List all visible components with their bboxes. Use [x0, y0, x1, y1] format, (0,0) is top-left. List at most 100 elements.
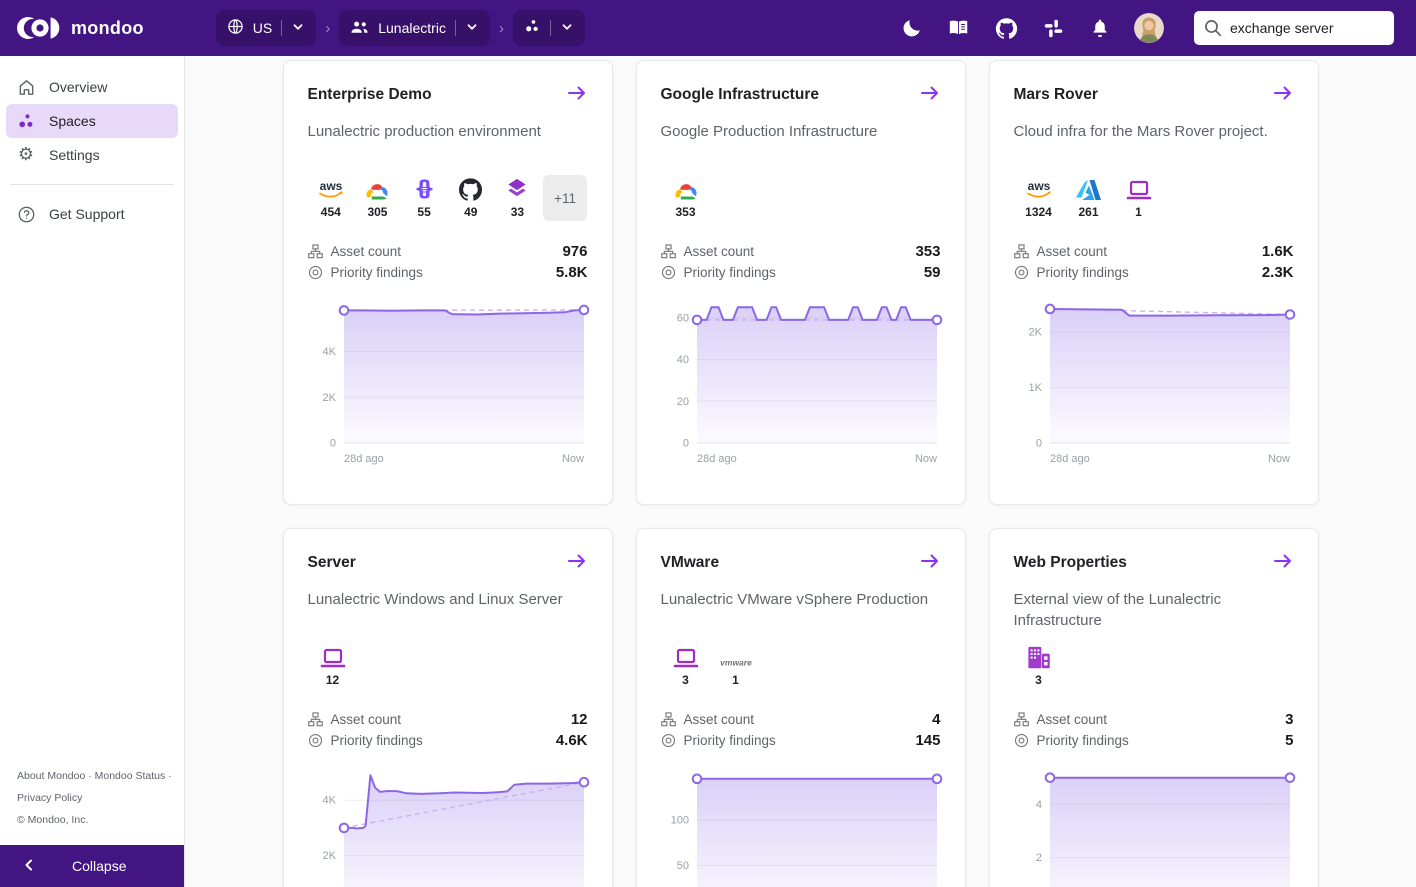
laptop-icon [1124, 175, 1154, 202]
integration-count: 305 [367, 205, 388, 219]
breadcrumb-separator: › [325, 19, 331, 37]
chevron-down-icon[interactable] [291, 20, 305, 37]
chevron-down-icon[interactable] [465, 20, 479, 37]
svg-text:50: 50 [676, 860, 688, 872]
arrow-right-icon[interactable] [1272, 83, 1294, 108]
organization-selector[interactable]: Lunalectric [339, 10, 490, 46]
priority-findings-value: 2.3K [1261, 264, 1294, 281]
integration-layers: 33 [494, 175, 541, 219]
priority-findings-value: 5 [1285, 732, 1294, 749]
topbar-actions [899, 11, 1394, 45]
gcp-icon [362, 175, 392, 202]
home-icon [16, 78, 36, 97]
integration-count: 3 [682, 673, 689, 687]
asset-count-label: Asset count [1036, 712, 1108, 727]
people-icon [350, 19, 369, 38]
footer-links-line2[interactable]: Privacy Policy [17, 791, 83, 804]
collapse-label: Collapse [72, 858, 127, 874]
priority-findings-value: 59 [923, 264, 941, 281]
integrations-row: 3 vmware 1 [661, 643, 941, 695]
card-description: Lunalectric Windows and Linux Server [307, 591, 563, 608]
spaces-dots-icon [16, 112, 36, 131]
region-label: US [252, 20, 273, 36]
notifications-bell-icon[interactable] [1087, 15, 1113, 41]
svg-text:4K: 4K [322, 346, 336, 358]
arrow-right-icon[interactable] [566, 83, 588, 108]
docs-book-icon[interactable] [946, 15, 972, 41]
priority-findings-row: Priority findings 5 [1014, 730, 1294, 751]
space-selector[interactable] [512, 10, 585, 46]
organization-label: Lunalectric [378, 20, 446, 36]
card-stats: Asset count 1.6K Priority findings 2.3K [1013, 241, 1294, 283]
priority-findings-target-icon [661, 733, 676, 748]
collapse-sidebar-button[interactable]: Collapse [0, 845, 184, 887]
space-card[interactable]: Google Infrastructure Google Production … [635, 60, 966, 505]
integration-azure: 261 [1064, 175, 1114, 219]
integration-github: 49 [447, 175, 494, 219]
space-card[interactable]: Mars Rover Cloud infra for the Mars Rove… [988, 60, 1319, 505]
integration-aws: aws 454 [308, 175, 355, 219]
slack-icon[interactable] [1040, 15, 1066, 41]
mondoo-logo[interactable]: mondoo [16, 13, 144, 43]
footer-links-line1[interactable]: About Mondoo · Mondoo Status · [17, 769, 172, 782]
building-icon [1025, 643, 1052, 670]
sidebar-footer: About Mondoo · Mondoo Status · Privacy P… [17, 765, 176, 831]
github-icon[interactable] [993, 15, 1019, 41]
search-input[interactable] [1194, 11, 1394, 45]
priority-findings-label: Priority findings [1036, 733, 1129, 748]
integrations-row: aws 1324 261 1 [1014, 175, 1294, 227]
sidebar-nav: Overview Spaces ⚙ Settings Get Support [0, 56, 184, 231]
sidebar-item-get-support[interactable]: Get Support [6, 197, 178, 231]
logo-text: mondoo [71, 17, 144, 38]
sidebar-divider [10, 184, 174, 185]
asset-count-row: Asset count 976 [307, 241, 588, 262]
main-content: Enterprise Demo Lunalectric production e… [185, 56, 1416, 887]
more-integrations-chip[interactable]: +11 [542, 175, 588, 221]
arrow-right-icon[interactable] [919, 83, 941, 108]
user-avatar[interactable] [1134, 13, 1164, 43]
card-stats: Asset count 4 Priority findings 145 [660, 709, 941, 751]
integration-count: 1 [1135, 205, 1142, 219]
sidebar-item-spaces[interactable]: Spaces [6, 104, 178, 138]
card-title: Web Properties [1013, 554, 1127, 571]
spaces-dots-icon [524, 18, 541, 38]
priority-findings-row: Priority findings 145 [661, 730, 941, 751]
chip-divider [454, 20, 456, 36]
sidebar-item-label: Spaces [49, 113, 96, 129]
integration-count: 353 [675, 205, 696, 219]
sidebar-item-overview[interactable]: Overview [6, 70, 178, 104]
integration-braces: {≡} 55 [401, 175, 448, 219]
sidebar-item-settings[interactable]: ⚙ Settings [6, 138, 178, 172]
priority-findings-target-icon [1014, 733, 1029, 748]
space-card[interactable]: Server Lunalectric Windows and Linux Ser… [282, 528, 613, 887]
integrations-row: 353 [661, 175, 941, 227]
arrow-right-icon[interactable] [919, 551, 941, 576]
region-selector[interactable]: US [215, 10, 317, 46]
breadcrumb: US › Lunalectric › [215, 10, 585, 46]
card-title: VMware [660, 554, 720, 571]
space-card[interactable]: Enterprise Demo Lunalectric production e… [282, 60, 613, 505]
integration-gcp: 353 [661, 175, 711, 219]
priority-findings-value: 4.6K [555, 732, 588, 749]
arrow-right-icon[interactable] [1272, 551, 1294, 576]
space-card[interactable]: Web Properties External view of the Luna… [988, 528, 1319, 887]
priority-findings-label: Priority findings [683, 265, 776, 280]
chevron-down-icon[interactable] [560, 20, 574, 37]
asset-count-value: 4 [932, 711, 941, 728]
svg-text:Now: Now [561, 453, 583, 465]
arrow-right-icon[interactable] [566, 551, 588, 576]
integration-vmware: vmware 1 [711, 643, 761, 688]
asset-count-value: 353 [915, 243, 941, 260]
integration-count: 55 [417, 205, 431, 219]
svg-text:aws: aws [1027, 179, 1050, 193]
trend-chart: 0 20 40 60 28d ago Now [661, 291, 942, 469]
priority-findings-label: Priority findings [330, 265, 423, 280]
chip-divider [281, 20, 283, 36]
integration-count: 454 [320, 205, 341, 219]
asset-count-row: Asset count 12 [307, 709, 588, 730]
card-description: External view of the Lunalectric Infrast… [1013, 591, 1222, 629]
space-card[interactable]: VMware Lunalectric VMware vSphere Produc… [635, 528, 966, 887]
dark-mode-moon-icon[interactable] [899, 15, 925, 41]
footer-copyright: © Mondoo, Inc. [17, 813, 89, 826]
svg-text:0: 0 [682, 438, 688, 450]
